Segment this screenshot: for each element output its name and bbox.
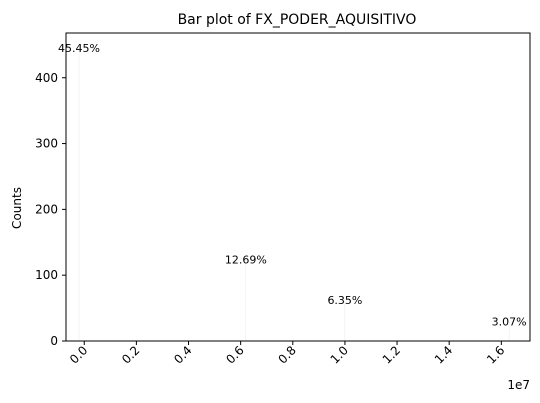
bar-value-label: 12.69% (225, 253, 267, 266)
bar (245, 259, 247, 341)
y-tick-label: 100 (35, 268, 58, 282)
y-tick-label: 200 (35, 202, 58, 216)
plot-frame (65, 32, 531, 342)
x-tick-label: 1.6 (484, 343, 507, 366)
chart-title: Bar plot of FX_PODER_AQUISITIVO (178, 12, 417, 28)
y-axis-label: Counts (10, 187, 24, 229)
x-tick-label: 0.0 (67, 343, 90, 366)
plot-axes: 0 100 200 300 400 0.0 0.2 0.4 0.6 0.8 1.0 1.2 1.4 1.6 (35, 32, 531, 367)
x-tick-label: 0.4 (171, 343, 194, 366)
x-tick-label: 0.2 (119, 343, 142, 366)
x-tick-label: 1.0 (328, 343, 351, 366)
bar (344, 300, 346, 341)
x-tick-label: 1.2 (380, 343, 403, 366)
bar (508, 321, 510, 341)
bar-value-label: 6.35% (327, 294, 362, 307)
x-tick-label: 0.6 (223, 343, 246, 366)
bar-value-label: 45.45% (58, 42, 100, 55)
x-offset-label: 1e7 (507, 378, 530, 392)
y-tick-label: 400 (35, 71, 58, 85)
bar-value-label: 3.07% (492, 315, 527, 328)
x-tick-label: 1.4 (432, 343, 455, 366)
plot-marks: 45.45% 12.69% 6.35% 3.07% (58, 42, 527, 342)
x-tick-label: 0.8 (276, 343, 299, 366)
y-tick-label: 300 (35, 137, 58, 151)
y-tick-label: 0 (50, 334, 58, 348)
bar (78, 48, 80, 342)
